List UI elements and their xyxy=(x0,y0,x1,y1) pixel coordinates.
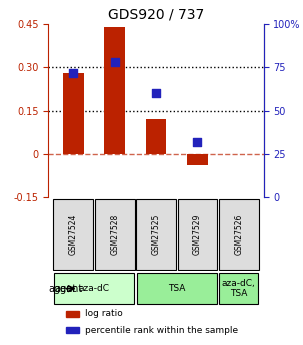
FancyBboxPatch shape xyxy=(54,273,134,304)
Text: GSM27524: GSM27524 xyxy=(69,214,78,255)
Title: GDS920 / 737: GDS920 / 737 xyxy=(108,8,204,22)
Point xyxy=(71,70,76,75)
Bar xyxy=(63,73,84,154)
Text: percentile rank within the sample: percentile rank within the sample xyxy=(85,326,238,335)
FancyBboxPatch shape xyxy=(219,199,259,270)
Point xyxy=(112,59,117,65)
FancyBboxPatch shape xyxy=(53,199,93,270)
Bar xyxy=(104,27,125,154)
Bar xyxy=(187,154,208,166)
Bar xyxy=(66,327,78,333)
FancyBboxPatch shape xyxy=(178,199,217,270)
Text: GSM27526: GSM27526 xyxy=(234,214,243,255)
Text: TSA: TSA xyxy=(168,284,185,293)
Text: log ratio: log ratio xyxy=(85,309,123,318)
Point xyxy=(154,91,158,96)
Point xyxy=(195,139,200,145)
Bar xyxy=(146,119,166,154)
FancyBboxPatch shape xyxy=(95,199,135,270)
FancyBboxPatch shape xyxy=(219,273,258,304)
FancyBboxPatch shape xyxy=(136,199,176,270)
Text: GSM27529: GSM27529 xyxy=(193,214,202,255)
Text: agent: agent xyxy=(48,284,76,294)
Text: GSM27525: GSM27525 xyxy=(152,214,161,255)
Text: agent: agent xyxy=(55,284,83,294)
Text: GSM27528: GSM27528 xyxy=(110,214,119,255)
FancyBboxPatch shape xyxy=(137,273,217,304)
Bar xyxy=(66,311,78,317)
Text: aza-dC: aza-dC xyxy=(78,284,109,293)
Text: aza-dC,
TSA: aza-dC, TSA xyxy=(222,279,256,298)
